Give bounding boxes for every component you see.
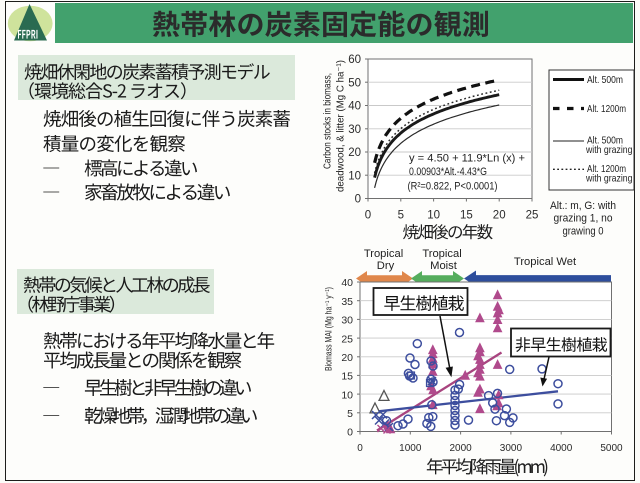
svg-text:Tropical: Tropical: [364, 248, 403, 260]
svg-text:20: 20: [341, 352, 353, 364]
svg-text:5000: 5000: [600, 443, 623, 454]
svg-text:Carbon stocks in biomass,: Carbon stocks in biomass,: [323, 73, 334, 169]
svg-text:Alt. 1200m: Alt. 1200m: [587, 164, 626, 175]
svg-text:4000: 4000: [550, 443, 573, 454]
svg-text:35: 35: [341, 296, 353, 308]
svg-text:20: 20: [493, 210, 506, 222]
svg-text:25: 25: [341, 333, 353, 345]
svg-text:Moist: Moist: [430, 260, 458, 272]
svg-text:5: 5: [398, 210, 404, 222]
svg-text:Alt. 500m: Alt. 500m: [587, 136, 623, 147]
svg-text:10: 10: [348, 170, 361, 182]
svg-text:Dry: Dry: [377, 260, 395, 272]
svg-text:50: 50: [348, 78, 361, 90]
svg-text:Biomass MAI (Mg ha⁻¹ y⁻¹): Biomass MAI (Mg ha⁻¹ y⁻¹): [324, 287, 334, 371]
svg-text:(R²=0.822, P<0.0001): (R²=0.822, P<0.0001): [408, 181, 498, 193]
svg-text:Alt.: m, G: with: Alt.: m, G: with: [550, 200, 616, 212]
svg-text:30: 30: [341, 315, 353, 327]
svg-text:25: 25: [526, 210, 539, 222]
svg-text:y = 4.50 + 11.9*Ln (x) +: y = 4.50 + 11.9*Ln (x) +: [409, 152, 525, 164]
svg-text:0.00903*Alt.-4.43*G: 0.00903*Alt.-4.43*G: [409, 166, 487, 178]
svg-text:Alt. 500m: Alt. 500m: [587, 75, 623, 86]
svg-text:1000: 1000: [399, 443, 422, 454]
svg-text:60: 60: [348, 54, 361, 66]
svg-text:10: 10: [427, 210, 440, 222]
svg-text:2000: 2000: [449, 443, 472, 454]
svg-text:20: 20: [348, 147, 361, 159]
svg-text:15: 15: [341, 371, 353, 383]
svg-text:0: 0: [357, 443, 363, 454]
svg-text:40: 40: [341, 277, 353, 289]
svg-text:with grazing: with grazing: [585, 145, 633, 156]
svg-text:40: 40: [348, 101, 361, 113]
svg-text:10: 10: [341, 389, 353, 401]
svg-text:30: 30: [348, 124, 361, 136]
svg-text:grawing 0: grawing 0: [563, 225, 604, 237]
svg-text:0: 0: [365, 210, 371, 222]
svg-text:Tropical Wet: Tropical Wet: [514, 256, 577, 268]
svg-text:0: 0: [355, 194, 361, 206]
svg-text:3000: 3000: [500, 443, 523, 454]
svg-text:Alt. 1200m: Alt. 1200m: [587, 104, 626, 115]
svg-text:with grazing: with grazing: [585, 174, 633, 185]
svg-text:0: 0: [347, 427, 353, 439]
svg-text:deadwood, & litter (Mg C ha⁻¹): deadwood, & litter (Mg C ha⁻¹): [336, 60, 347, 192]
svg-text:grazing 1, no: grazing 1, no: [554, 213, 613, 225]
svg-text:Tropical: Tropical: [422, 248, 461, 260]
svg-text:5: 5: [347, 408, 353, 420]
svg-text:15: 15: [460, 210, 473, 222]
